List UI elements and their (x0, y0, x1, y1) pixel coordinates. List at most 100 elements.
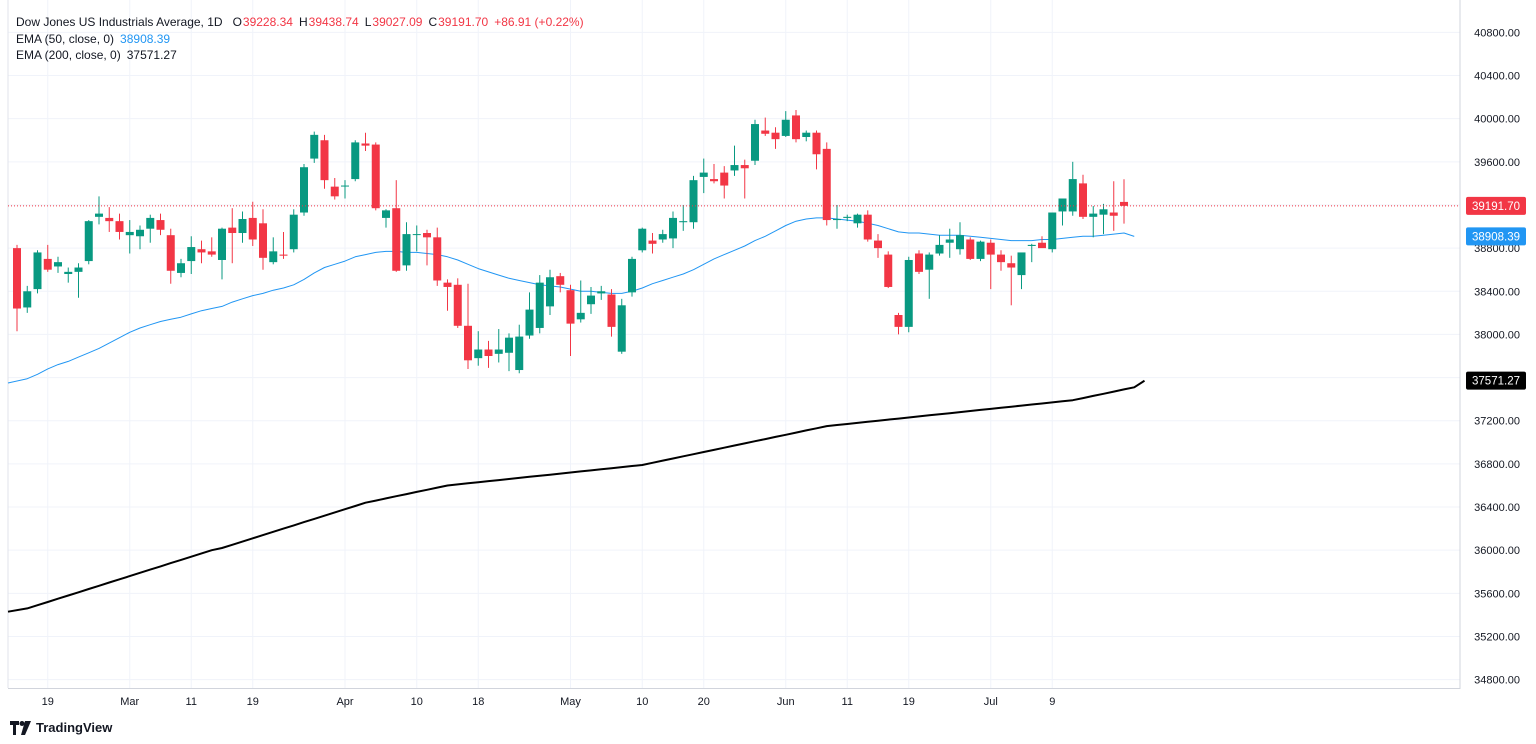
candle-body (556, 276, 565, 285)
time-tick-label: May (560, 696, 581, 708)
candle-body (874, 240, 882, 249)
candle (915, 250, 923, 275)
candle (371, 142, 380, 211)
candle-body (74, 267, 83, 272)
candle (843, 214, 852, 222)
candle (248, 201, 257, 246)
candle-body (1099, 209, 1108, 215)
candle (1058, 198, 1067, 226)
candle-body (956, 235, 964, 250)
candle-body (751, 124, 759, 161)
candle-body (207, 251, 216, 255)
candle (105, 207, 114, 232)
tradingview-logo[interactable]: TradingView (10, 720, 112, 735)
candle (1079, 174, 1087, 219)
candle-body (607, 294, 616, 327)
candle (84, 220, 93, 265)
price-tick-label: 36800.00 (1474, 459, 1520, 471)
candle-body (64, 271, 73, 275)
candle (1048, 212, 1057, 253)
candle-body (23, 291, 32, 308)
price-tick-label: 36000.00 (1474, 545, 1520, 557)
candle (392, 180, 401, 272)
legend-change-value: +86.91 (+0.22%) (494, 15, 584, 29)
legend-ema200-row[interactable]: EMA (200, close, 0) 37571.27 (16, 47, 584, 64)
tradingview-logo-icon (10, 720, 31, 735)
candle-body (54, 262, 62, 267)
candle-body (1089, 213, 1098, 217)
candle-body (1079, 183, 1087, 217)
legend-ema50-value: 38908.39 (120, 31, 171, 46)
candle-body (546, 277, 554, 307)
candle-body (628, 258, 636, 293)
ema50-badge-text: 38908.39 (1472, 231, 1520, 243)
ema50-line-layer (7, 217, 1135, 384)
candle-body (289, 214, 298, 250)
time-tick-label: 18 (472, 696, 484, 708)
candle (1017, 252, 1026, 290)
candle-body (761, 130, 770, 134)
candle (669, 211, 677, 249)
candle (423, 229, 431, 266)
time-tick-label: 9 (1049, 696, 1055, 708)
candle-body (146, 217, 155, 229)
candle (289, 209, 298, 253)
candle (464, 283, 472, 369)
legend-high-label: H (298, 15, 308, 29)
time-tick-label: 11 (842, 696, 853, 708)
candle (95, 196, 103, 225)
candle-body (84, 221, 93, 262)
candle (658, 229, 667, 243)
candle-body (494, 349, 503, 354)
candle-body (166, 235, 175, 271)
candle (474, 331, 483, 366)
candle-body (279, 254, 288, 256)
candle-body (1038, 242, 1046, 249)
candle-body (669, 217, 677, 239)
candle (689, 175, 698, 229)
candle (525, 292, 534, 339)
candle-body (402, 234, 411, 266)
legend-open-value: 39228.34 (242, 15, 293, 29)
legend-ema50-label: EMA (50, close, 0) (16, 31, 115, 46)
candle (207, 237, 216, 257)
candle (863, 210, 872, 242)
candle-body (320, 140, 329, 181)
legend-open-label: O (232, 15, 242, 29)
candle (597, 285, 606, 300)
candle (279, 231, 288, 259)
legend-low-value: 39027.09 (372, 15, 423, 29)
candle-body (392, 208, 401, 271)
candle-body (679, 221, 688, 223)
candle (925, 252, 934, 299)
candle-body (525, 309, 534, 336)
candle (679, 204, 688, 231)
candle (720, 166, 729, 199)
candle (351, 140, 360, 182)
candle (515, 324, 524, 374)
candle (218, 227, 226, 280)
last-price-badge-text: 39191.70 (1472, 201, 1520, 213)
ema50-badge: 38908.39 (1466, 227, 1526, 246)
candle-body (833, 218, 841, 221)
candle-body (986, 242, 995, 255)
candle-body (310, 134, 319, 159)
candle (802, 130, 811, 142)
candle-body (730, 165, 739, 171)
candle-body (177, 263, 185, 273)
candle-body (433, 237, 442, 281)
ema200-badge-text: 37571.27 (1472, 376, 1520, 388)
legend-ema50-row[interactable]: EMA (50, close, 0) 38908.39 (16, 31, 584, 48)
candle-body (945, 239, 954, 243)
candle-body (843, 216, 852, 218)
candle-body (1120, 201, 1128, 206)
candle-body (1017, 252, 1026, 276)
candle-body (1109, 212, 1118, 216)
candle (587, 286, 595, 314)
candle (874, 234, 882, 258)
candle-body (95, 213, 103, 217)
candle (1089, 206, 1098, 238)
candle-body (853, 214, 862, 224)
candle-body (689, 180, 698, 223)
